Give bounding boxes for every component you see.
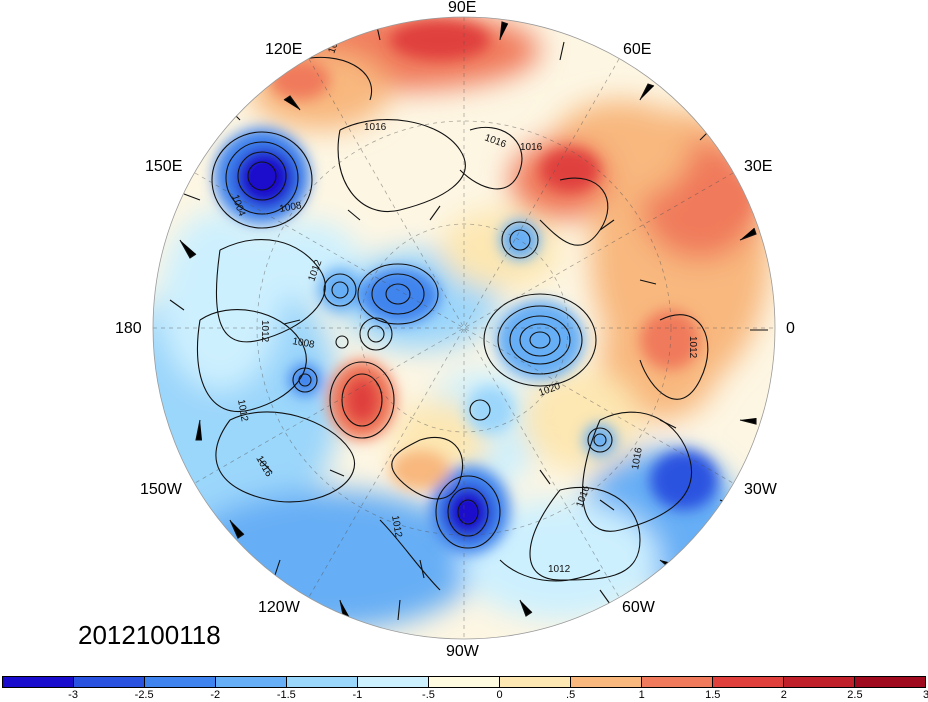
colorbar-swatch — [287, 677, 358, 687]
lon-label-30e: 30E — [744, 158, 773, 175]
colorbar-tick-label: 0 — [496, 689, 503, 701]
colorbar-swatch — [713, 677, 784, 687]
colorbar-tick-label: 2.5 — [847, 689, 863, 701]
lon-label-60w: 60W — [622, 599, 655, 616]
graticule — [153, 17, 775, 639]
colorbar-tick-label: 1.5 — [705, 689, 721, 701]
map-boundary — [152, 16, 776, 640]
anomaly-field: 1012 1016 1016 1004 1008 1012 1016 1008 … — [153, 17, 775, 639]
lon-label-0: 0 — [786, 320, 795, 337]
lon-label-150e: 150E — [145, 158, 183, 175]
colorbar-swatch — [74, 677, 145, 687]
contour-label: 1012 — [259, 320, 270, 343]
colorbar-tick-label: -2.5 — [134, 689, 154, 701]
colorbar-tick-label: .5 — [566, 689, 576, 701]
colorbar-swatch — [642, 677, 713, 687]
contour-label: 1012 — [548, 564, 571, 575]
contour-label: 1012 — [687, 336, 698, 359]
date-stamp: 2012100118 — [78, 620, 221, 650]
colorbar-swatch — [3, 677, 74, 687]
polar-map: 1012 1016 1016 1004 1008 1012 1016 1008 … — [152, 16, 776, 640]
lon-label-120e: 120E — [265, 41, 303, 58]
colorbar-swatch — [429, 677, 500, 687]
colorbar-tick-label: 3 — [922, 689, 928, 701]
colorbar-swatch — [500, 677, 571, 687]
contour-label: 1016 — [630, 446, 645, 470]
lon-label-90w: 90W — [446, 643, 479, 660]
colorbar-swatch — [216, 677, 287, 687]
contour-label: 1012 — [235, 399, 250, 423]
lon-label-120w: 120W — [258, 599, 300, 616]
colorbar-tick-label: -2 — [210, 689, 221, 701]
lon-label-150w: 150W — [140, 481, 182, 498]
colorbar-swatch — [145, 677, 216, 687]
colorbar-swatch — [571, 677, 642, 687]
colorbar-swatch — [784, 677, 855, 687]
colorbar-tick-label: -3 — [68, 689, 78, 701]
pressure-contours — [196, 56, 709, 591]
colorbar-tick-label: -1 — [352, 689, 363, 701]
lon-label-30w: 30W — [744, 481, 777, 498]
contour-labels: 1012 1016 1016 1004 1008 1012 1016 1008 … — [229, 30, 698, 575]
colorbar-swatch — [855, 677, 925, 687]
contour-label: 1016 — [520, 142, 543, 153]
lon-label-180: 180 — [115, 320, 142, 337]
colorbar-tick-label: 1 — [638, 689, 645, 701]
colorbar-tick-label: -.5 — [422, 689, 435, 701]
colorbar-swatch — [358, 677, 429, 687]
colorbar — [2, 676, 926, 688]
colorbar-tick-label: -1.5 — [276, 689, 296, 701]
contour-label: 1008 — [291, 336, 315, 351]
contour-label: 1016 — [364, 122, 387, 133]
wind-barbs — [169, 21, 768, 621]
lon-label-60e: 60E — [623, 41, 652, 58]
lon-label-90e: 90E — [448, 0, 477, 16]
contour-label: 1012 — [389, 515, 404, 539]
contour-label: 1008 — [279, 200, 303, 215]
colorbar-tick-label: 2 — [780, 689, 787, 701]
